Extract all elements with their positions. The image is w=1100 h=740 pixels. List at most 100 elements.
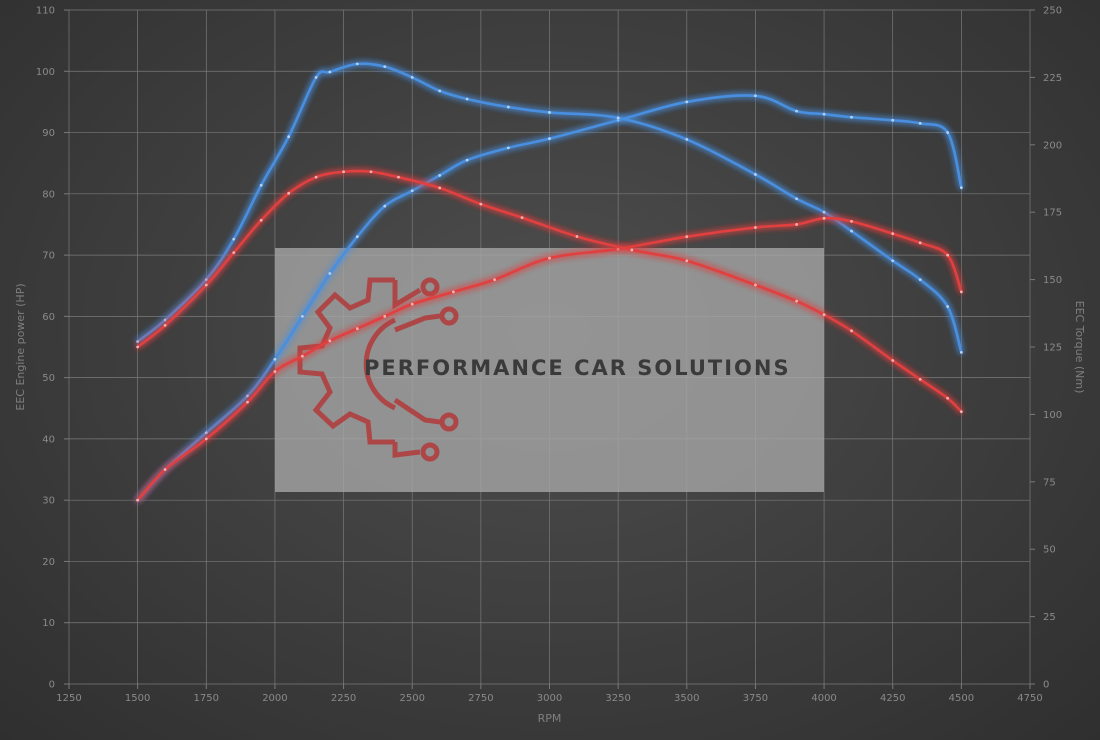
x-tick-label: 2250 [331, 693, 356, 704]
y-left-tick-label: 10 [42, 618, 55, 629]
data-point [754, 226, 757, 229]
data-point [795, 299, 799, 303]
x-tick-label: 3000 [537, 693, 562, 704]
data-point [479, 202, 483, 206]
x-tick-label: 2500 [399, 693, 424, 704]
data-point [273, 370, 277, 373]
data-point [575, 235, 579, 238]
data-point [246, 394, 249, 398]
data-point [850, 115, 853, 119]
y-right-tick-label: 0 [1043, 680, 1049, 691]
data-point [355, 235, 359, 239]
data-point [548, 137, 551, 141]
data-point [850, 219, 853, 223]
data-point [438, 186, 442, 190]
y-left-tick-label: 0 [49, 680, 55, 691]
x-tick-label: 3250 [605, 693, 630, 704]
data-point [204, 283, 208, 287]
x-tick-label: 2000 [262, 693, 287, 704]
data-point [959, 350, 963, 354]
data-point [355, 62, 359, 66]
x-tick-label: 3500 [674, 693, 699, 704]
data-point [136, 345, 140, 349]
y-left-tick-label: 70 [42, 251, 55, 262]
y-right-tick-label: 200 [1043, 140, 1062, 151]
data-point [410, 189, 414, 193]
data-point [795, 197, 799, 201]
y-right-tick-label: 25 [1043, 612, 1056, 623]
data-point [452, 290, 455, 294]
circuit-line [392, 280, 422, 310]
y-left-tick-label: 40 [42, 434, 55, 445]
data-point [548, 111, 551, 114]
circuit-line [393, 397, 441, 425]
data-point [946, 131, 950, 134]
brand-name: PERFORMANCE CAR SOLUTIONS [364, 356, 791, 380]
data-point [259, 218, 263, 222]
data-point [314, 175, 318, 179]
data-point [273, 357, 277, 361]
series-4 [136, 169, 963, 414]
data-point [438, 89, 442, 93]
grid [68, 9, 1031, 685]
data-point [822, 210, 826, 214]
data-point [410, 302, 414, 306]
data-point [136, 340, 140, 344]
data-point [259, 183, 263, 187]
y-right-tick-label: 250 [1043, 6, 1062, 17]
y-left-tick-label: 60 [42, 312, 55, 323]
data-point [685, 100, 689, 104]
y-right-tick-label: 225 [1043, 73, 1062, 84]
data-point [136, 498, 140, 502]
data-point [287, 135, 291, 139]
circuit-node [439, 306, 459, 326]
gear-outline [297, 277, 395, 445]
data-point [918, 241, 922, 245]
data-point [685, 138, 689, 141]
data-point [685, 235, 689, 239]
data-point [959, 186, 963, 190]
data-point [795, 223, 799, 226]
series-line [136, 169, 963, 414]
data-point [946, 396, 950, 400]
data-point [959, 290, 963, 294]
x-tick-label: 1750 [194, 693, 219, 704]
series-2 [136, 62, 963, 354]
data-point [891, 359, 895, 362]
data-point [946, 305, 950, 308]
y-right-tick-label: 100 [1043, 410, 1062, 421]
data-point [822, 313, 826, 317]
series-lines [136, 62, 963, 502]
data-point [616, 116, 620, 120]
y-right-tick-label: 175 [1043, 208, 1062, 219]
circuit-node [439, 412, 459, 432]
y-left-tick-label: 30 [42, 496, 55, 507]
circuit-line [392, 442, 421, 458]
data-point [300, 354, 304, 358]
y-left-tick-label: 100 [36, 67, 55, 78]
data-point [754, 94, 757, 98]
axis-titles: RPM EEC Engine power (HP) EEC Torque (Nm) [14, 283, 1086, 725]
axis-ticks: 1250 1500 1750 2000 2250 2500 2750 3000 3250 3500… [36, 6, 1062, 705]
data-point [300, 314, 304, 318]
data-point [204, 437, 208, 441]
data-point [355, 327, 359, 331]
data-point [918, 377, 922, 381]
x-tick-label: 1500 [125, 693, 150, 704]
data-point [630, 248, 634, 252]
data-point [616, 118, 620, 122]
gear-icon [297, 277, 459, 462]
data-point [163, 318, 167, 322]
data-point [850, 229, 853, 233]
data-point [410, 76, 414, 79]
data-point [163, 324, 167, 327]
data-point [850, 329, 853, 333]
data-point [946, 253, 950, 257]
data-point [204, 278, 208, 281]
x-tick-label: 4250 [880, 693, 905, 704]
y-left-axis-title: EEC Engine power (HP) [14, 283, 27, 410]
data-point [685, 259, 689, 263]
data-point [891, 118, 895, 122]
data-point [754, 173, 757, 176]
